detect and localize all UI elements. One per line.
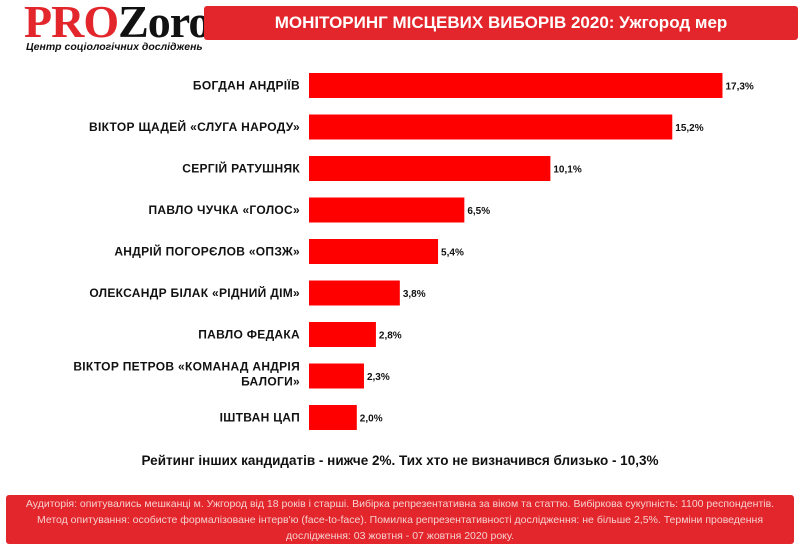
category-label-line: ІШТВАН ЦАП [220,411,300,425]
bar-2 [309,114,673,140]
page-title: МОНІТОРИНГ МІСЦЕВИХ ВИБОРІВ 2020: Ужгоро… [274,13,728,32]
value-label-6: 3,8% [403,289,426,300]
category-label-9: ІШТВАН ЦАП [220,411,300,425]
value-label-1: 17,3% [725,82,753,93]
logo-subtitle: Центр соціологічних досліджень [26,41,203,53]
bar-8 [309,363,364,389]
category-label-line: БОГДАН АНДРІЇВ [193,78,300,93]
category-label-3: СЕРГІЙ РАТУШНЯК [182,161,300,176]
logo-pro-text: PRO [24,0,119,47]
value-label-9: 2,0% [360,414,383,425]
methodology-text: Аудиторія: опитувались мешканці м. Ужгор… [25,498,775,542]
category-label-line: ОЛЕКСАНДР БІЛАК «РІДНИЙ ДІМ» [89,285,300,300]
value-label-7: 2,8% [379,331,402,342]
value-label-5: 5,4% [441,248,464,259]
bar-5 [309,239,439,264]
category-label-line: ВІКТОР ПЕТРОВ «КОМАНАД АНДРІЯ [73,360,300,374]
category-label-4: ПАВЛО ЧУЧКА «ГОЛОС» [148,203,300,217]
category-label-line: ПАВЛО ФЕДАКА [198,328,300,342]
bar-9 [309,405,357,430]
category-label-line: ВІКТОР ЩАДЕЙ «СЛУГА НАРОДУ» [89,119,300,134]
category-label-2: ВІКТОР ЩАДЕЙ «СЛУГА НАРОДУ» [89,119,300,134]
prozoro-logo: PROZoro Центр соціологічних досліджень [4,0,214,54]
title-banner: МОНІТОРИНГ МІСЦЕВИХ ВИБОРІВ 2020: Ужгоро… [204,6,798,40]
value-label-3: 10,1% [553,165,581,176]
logo-zoro-text: Zoro [118,0,211,47]
bar-7 [309,322,376,347]
category-label-line: ПАВЛО ЧУЧКА «ГОЛОС» [148,203,300,217]
bar-chart: 17,3% БОГДАН АНДРІЇВ 15,2% ВІКТОР ЩАДЕЙ «СЛ… [73,73,754,430]
category-label-7: ПАВЛО ФЕДАКА [198,328,300,342]
category-label-8: ВІКТОР ПЕТРОВ «КОМАНАД АНДРІЯ БАЛОГИ» [73,360,300,389]
category-label-line: СЕРГІЙ РАТУШНЯК [182,161,300,176]
methodology-footer: Аудиторія: опитувались мешканці м. Ужгор… [6,495,794,544]
bars-group: 17,3% БОГДАН АНДРІЇВ 15,2% ВІКТОР ЩАДЕЙ «СЛ… [73,73,754,430]
logo-wordmark: PROZoro [24,0,211,48]
value-label-4: 6,5% [467,206,490,217]
bar-4 [309,197,465,223]
bar-6 [309,280,400,306]
bar-3 [309,156,551,181]
category-label-6: ОЛЕКСАНДР БІЛАК «РІДНИЙ ДІМ» [89,285,300,300]
category-label-line: АНДРІЙ ПОГОРЄЛОВ «ОПЗЖ» [114,244,300,259]
category-label-1: БОГДАН АНДРІЇВ [193,78,300,93]
value-label-2: 15,2% [675,123,703,134]
category-label-line: БАЛОГИ» [241,375,300,389]
category-label-5: АНДРІЙ ПОГОРЄЛОВ «ОПЗЖ» [114,244,300,259]
footnote: Рейтинг інших кандидатів - нижче 2%. Тих… [141,453,659,468]
bar-1 [309,73,723,98]
value-label-8: 2,3% [367,372,390,383]
